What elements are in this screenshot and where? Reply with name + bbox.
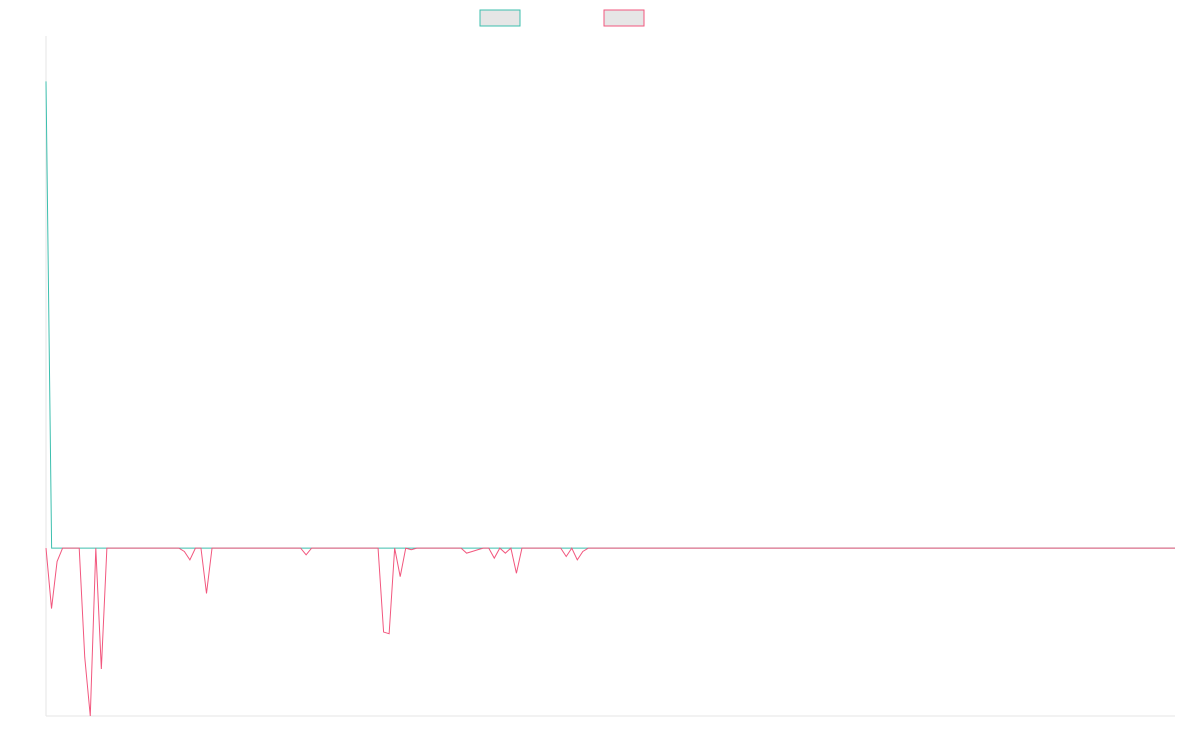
legend[interactable] bbox=[479, 9, 645, 27]
plot-area bbox=[45, 81, 1175, 717]
series-line-1 bbox=[45, 81, 1175, 549]
legend-swatch-series-2[interactable] bbox=[603, 9, 645, 27]
series-line-2 bbox=[45, 547, 1175, 717]
legend-swatch-series-1[interactable] bbox=[479, 9, 521, 27]
